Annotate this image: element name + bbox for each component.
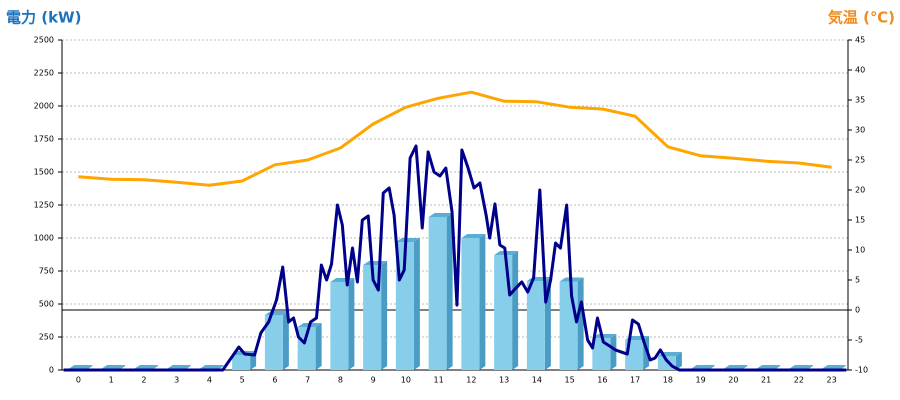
bar <box>526 281 545 370</box>
bar-side <box>512 251 519 370</box>
bar-top <box>461 234 486 238</box>
bar-top <box>821 365 846 369</box>
y2-tick-label: 25 <box>855 156 865 165</box>
y-tick-label: 0 <box>49 366 54 375</box>
y2-tick-label: 15 <box>855 216 865 225</box>
y-tick-label: 2500 <box>34 36 54 45</box>
y-tick-label: 250 <box>39 333 54 342</box>
bar-top <box>68 365 93 369</box>
x-tick-label: 4 <box>207 376 212 385</box>
bar-top <box>199 365 224 369</box>
x-tick-label: 16 <box>597 376 607 385</box>
temperature-line <box>78 90 832 187</box>
x-tick-label: 13 <box>499 376 509 385</box>
x-tick-label: 6 <box>272 376 277 385</box>
y-tick-label: 500 <box>39 300 54 309</box>
bar-top <box>428 213 453 218</box>
x-tick-label: 8 <box>338 376 343 385</box>
y2-tick-label: 40 <box>855 66 865 75</box>
x-tick-label: 19 <box>696 376 706 385</box>
y2-tick-label: 5 <box>855 276 860 285</box>
y2-tick-label: 45 <box>855 36 865 45</box>
x-tick-label: 9 <box>371 376 376 385</box>
bar-top <box>101 365 126 369</box>
x-tick-label: 20 <box>728 376 738 385</box>
y-tick-label: 1250 <box>34 201 54 210</box>
y2-tick-label: 10 <box>855 246 865 255</box>
bar <box>264 314 283 370</box>
x-tick-label: 22 <box>794 376 804 385</box>
x-tick-label: 23 <box>827 376 837 385</box>
bar-top <box>395 237 420 242</box>
bar <box>592 338 611 370</box>
y-tick-label: 1750 <box>34 135 54 144</box>
bar-side <box>675 352 682 370</box>
y2-tick-label: 30 <box>855 126 865 135</box>
bar <box>494 255 513 370</box>
x-tick-label: 2 <box>141 376 146 385</box>
x-tick-label: 5 <box>240 376 245 385</box>
left-axis-title: 電力 (kW) <box>6 9 81 27</box>
x-tick-label: 11 <box>434 376 444 385</box>
bar-top <box>756 365 781 369</box>
bar <box>297 326 316 370</box>
bar-top <box>166 365 191 369</box>
bar-side <box>610 334 617 370</box>
y2-tick-label: -5 <box>855 336 863 345</box>
bar-side <box>282 310 289 370</box>
bar <box>428 217 447 370</box>
x-tick-label: 15 <box>565 376 575 385</box>
x-tick-label: 14 <box>532 376 542 385</box>
x-tick-label: 0 <box>76 376 81 385</box>
y-tick-label: 2250 <box>34 69 54 78</box>
x-tick-label: 21 <box>761 376 771 385</box>
bar <box>395 241 414 370</box>
bar-top <box>690 365 715 369</box>
x-tick-label: 12 <box>466 376 476 385</box>
right-axis-title: 気温 (℃) <box>828 9 895 27</box>
x-tick-label: 10 <box>401 376 411 385</box>
bar-side <box>577 277 584 370</box>
x-tick-label: 18 <box>663 376 673 385</box>
bar <box>559 281 578 370</box>
bar <box>461 238 480 370</box>
x-tick-label: 7 <box>305 376 310 385</box>
bar-side <box>381 261 388 370</box>
y2-tick-label: 20 <box>855 186 865 195</box>
bar-side <box>446 213 453 370</box>
bar-top <box>592 334 617 339</box>
bar <box>363 265 382 370</box>
y-tick-label: 1500 <box>34 168 54 177</box>
bar <box>330 281 349 370</box>
y-tick-label: 2000 <box>34 102 54 111</box>
y2-tick-label: -10 <box>855 366 868 375</box>
y2-tick-label: 35 <box>855 96 865 105</box>
bar-side <box>413 237 420 370</box>
bar-side <box>348 277 355 370</box>
x-tick-label: 3 <box>174 376 179 385</box>
y2-tick-label: 0 <box>855 306 860 315</box>
x-tick-label: 17 <box>630 376 640 385</box>
bar-side <box>315 322 322 370</box>
y-tick-label: 1000 <box>34 234 54 243</box>
bar <box>232 354 251 370</box>
bar-top <box>788 365 813 369</box>
y-tick-label: 750 <box>39 267 54 276</box>
power-line <box>63 144 847 372</box>
bar-top <box>133 365 158 369</box>
bar-side <box>479 234 486 370</box>
x-tick-label: 1 <box>109 376 114 385</box>
bar-top <box>723 365 748 369</box>
